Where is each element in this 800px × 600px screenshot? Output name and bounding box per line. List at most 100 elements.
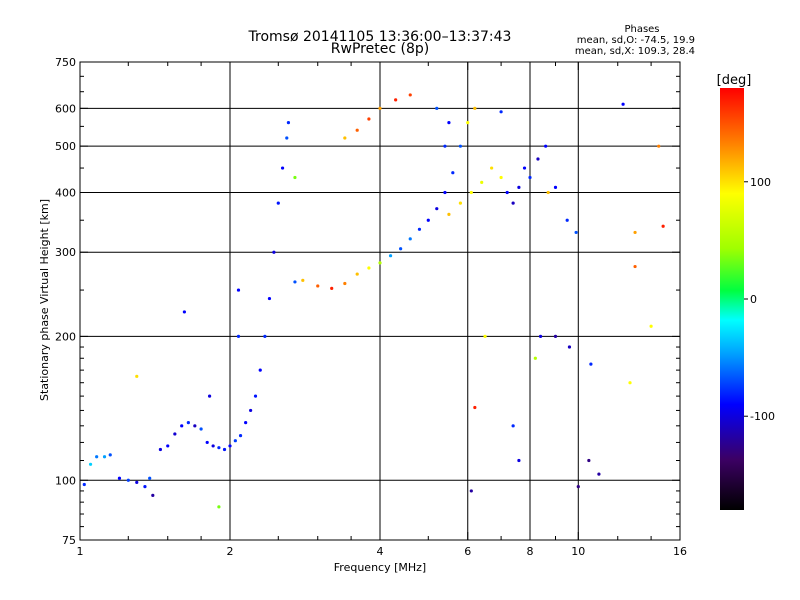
data-point bbox=[469, 489, 473, 493]
data-point bbox=[544, 144, 548, 148]
data-point bbox=[473, 405, 477, 410]
data-point bbox=[490, 166, 494, 170]
data-point bbox=[426, 218, 430, 222]
data-point bbox=[238, 434, 243, 438]
data-point bbox=[263, 334, 267, 338]
data-point bbox=[186, 421, 190, 425]
y-tick-label: 200 bbox=[55, 330, 76, 343]
data-point bbox=[151, 493, 155, 497]
data-point bbox=[199, 427, 203, 431]
data-point bbox=[135, 374, 139, 378]
data-point bbox=[182, 310, 186, 314]
data-point bbox=[88, 462, 93, 466]
data-point bbox=[443, 144, 447, 148]
data-point bbox=[117, 476, 122, 480]
data-point bbox=[597, 472, 601, 476]
colorbar-tick-label: 0 bbox=[750, 293, 757, 306]
data-point bbox=[443, 190, 447, 195]
chart-axes: 1 2 4 6 8 10 16 75 100 200 300 400 500 600 750 bbox=[55, 56, 687, 558]
data-point bbox=[180, 424, 184, 428]
data-point bbox=[258, 368, 262, 372]
data-point bbox=[388, 254, 393, 258]
data-point bbox=[367, 266, 371, 270]
data-point bbox=[458, 144, 463, 148]
data-point bbox=[533, 356, 537, 360]
data-point bbox=[236, 288, 241, 292]
y-tick-label: 75 bbox=[62, 534, 76, 547]
data-point bbox=[649, 324, 653, 328]
data-point bbox=[217, 505, 221, 509]
data-point bbox=[207, 394, 212, 398]
chart-subtitle: RwPretec (8p) bbox=[331, 41, 429, 57]
data-point bbox=[466, 121, 470, 125]
data-point bbox=[499, 110, 503, 114]
data-point bbox=[469, 190, 473, 195]
data-point bbox=[399, 247, 403, 251]
data-point bbox=[576, 485, 580, 489]
phase-stats-o-mode: mean, sd,O: -74.5, 19.9 bbox=[577, 35, 695, 46]
data-point bbox=[267, 296, 272, 301]
data-point bbox=[408, 237, 412, 241]
data-point bbox=[451, 171, 455, 175]
data-point bbox=[108, 453, 112, 457]
data-point bbox=[148, 476, 152, 480]
data-point bbox=[480, 180, 484, 184]
data-point bbox=[546, 190, 550, 195]
colorbar-tick-label: 100 bbox=[750, 176, 771, 189]
data-point bbox=[458, 201, 463, 205]
data-point bbox=[211, 444, 215, 448]
data-point bbox=[253, 394, 258, 398]
data-point bbox=[633, 230, 637, 235]
data-point bbox=[435, 207, 439, 211]
data-point bbox=[228, 444, 232, 448]
data-point bbox=[574, 230, 578, 235]
data-point bbox=[447, 212, 451, 216]
data-point bbox=[95, 455, 99, 459]
data-point bbox=[166, 444, 170, 448]
data-point bbox=[565, 218, 569, 222]
data-point bbox=[173, 432, 177, 436]
x-tick-label: 4 bbox=[377, 545, 384, 558]
data-point bbox=[367, 117, 371, 121]
data-point bbox=[538, 334, 543, 338]
data-point bbox=[222, 447, 227, 452]
data-point bbox=[628, 381, 632, 385]
x-tick-label: 1 bbox=[77, 545, 84, 558]
data-point bbox=[158, 447, 163, 452]
data-point bbox=[135, 480, 139, 484]
x-axis-label: Frequency [MHz] bbox=[334, 561, 426, 574]
data-point bbox=[293, 280, 297, 284]
y-tick-label: 500 bbox=[55, 140, 76, 153]
data-point bbox=[316, 284, 320, 288]
data-point bbox=[217, 446, 221, 450]
data-point bbox=[567, 345, 572, 349]
data-point bbox=[301, 278, 305, 282]
data-point bbox=[661, 224, 665, 228]
data-point bbox=[483, 334, 487, 338]
y-axis-label: Stationary phase Virtual Height [km] bbox=[38, 199, 51, 401]
y-tick-label: 100 bbox=[55, 474, 76, 487]
data-point bbox=[517, 458, 521, 463]
data-point bbox=[102, 455, 107, 459]
data-point bbox=[285, 136, 289, 140]
data-point bbox=[280, 166, 285, 170]
data-point bbox=[589, 362, 593, 366]
data-point bbox=[343, 136, 347, 140]
data-point bbox=[517, 185, 521, 189]
data-point bbox=[233, 439, 237, 443]
data-point bbox=[511, 424, 515, 428]
chart-title: Tromsø 20141105 13:36:00–13:37:43 bbox=[248, 29, 512, 45]
data-point bbox=[417, 227, 422, 231]
phase-stats-x-mode: mean, sd,X: 109.3, 28.4 bbox=[575, 46, 695, 57]
data-point bbox=[505, 190, 509, 195]
data-point bbox=[236, 334, 241, 338]
colorbar-tick-label: -100 bbox=[750, 410, 775, 423]
data-point bbox=[205, 440, 209, 445]
chart-grid bbox=[80, 62, 680, 540]
data-point bbox=[193, 424, 197, 428]
data-points bbox=[82, 93, 665, 509]
data-point bbox=[528, 175, 532, 180]
data-point bbox=[272, 250, 276, 254]
data-point bbox=[657, 144, 661, 148]
